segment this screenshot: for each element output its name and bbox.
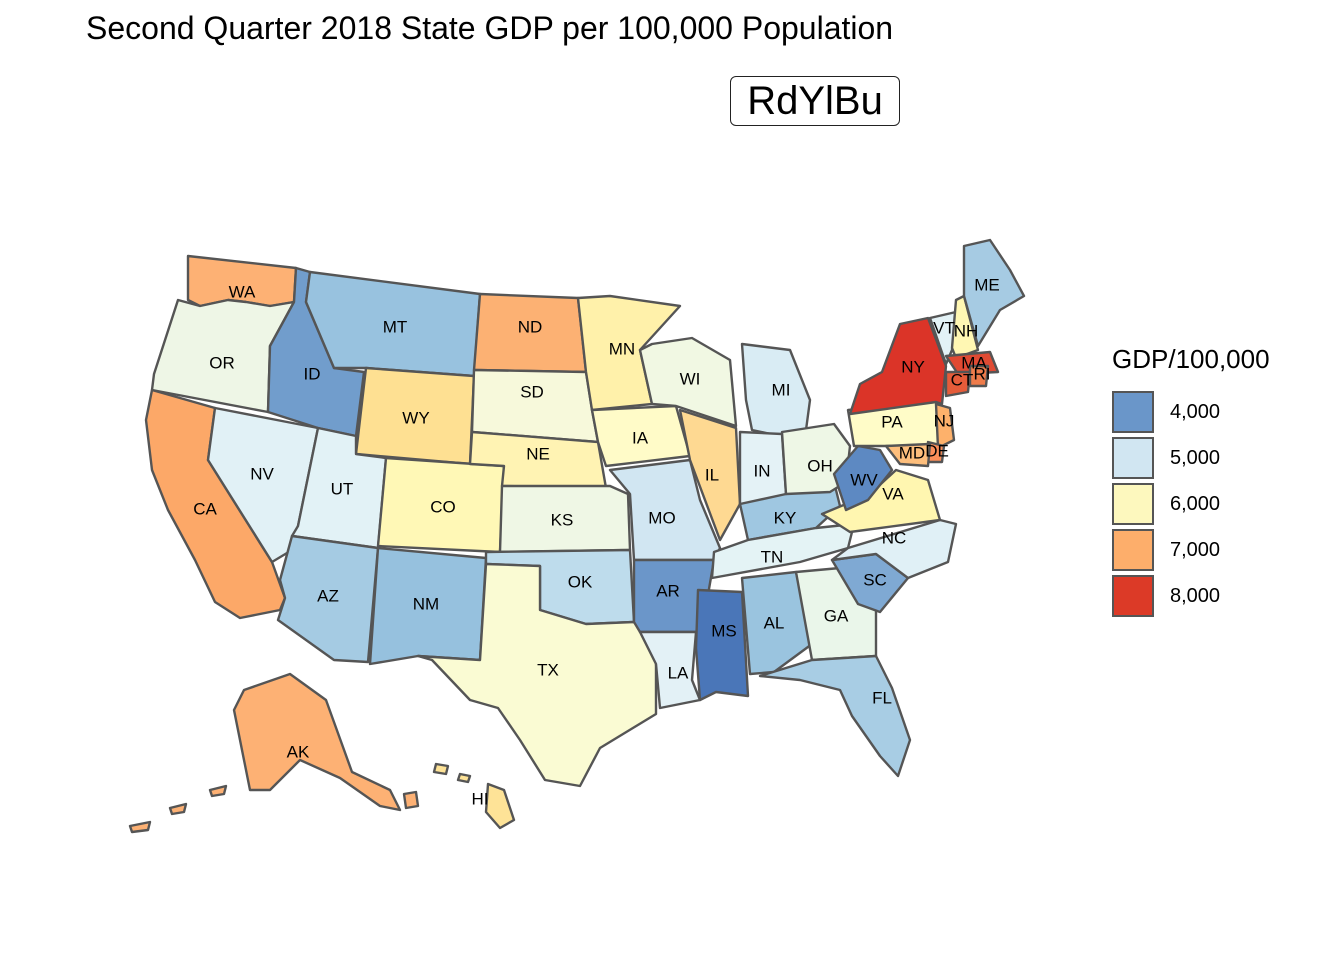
legend-item: 4,000 <box>1112 389 1270 435</box>
state-hi <box>484 782 516 830</box>
state-label-ms: MS <box>711 622 737 641</box>
state-ak <box>232 672 402 812</box>
legend: GDP/100,000 4,000 5,000 6,000 7,000 8,00… <box>1112 344 1270 619</box>
state-label-co: CO <box>430 498 456 517</box>
island-hi <box>432 762 450 776</box>
state-label-il: IL <box>705 466 719 485</box>
state-sd <box>470 368 600 444</box>
state-label-nm: NM <box>413 595 439 614</box>
state-label-va: VA <box>882 485 904 504</box>
state-label-mi: MI <box>772 381 791 400</box>
legend-label: 4,000 <box>1170 400 1221 423</box>
state-nc <box>830 518 958 580</box>
state-label-ca: CA <box>193 500 217 519</box>
island-ak <box>208 784 228 798</box>
state-label-mn: MN <box>609 340 635 359</box>
state-label-ny: NY <box>901 358 925 377</box>
state-label-sc: SC <box>863 571 887 590</box>
state-ri <box>968 364 990 388</box>
state-label-ut: UT <box>331 480 354 499</box>
state-label-ak: AK <box>287 743 310 762</box>
island-ak <box>402 790 420 810</box>
state-label-pa: PA <box>881 413 903 432</box>
legend-swatch <box>1112 529 1154 571</box>
state-label-ky: KY <box>774 509 797 528</box>
state-ia <box>590 404 692 468</box>
state-label-tn: TN <box>761 548 784 567</box>
state-ms <box>694 588 750 702</box>
state-label-wy: WY <box>402 409 429 428</box>
state-label-me: ME <box>974 276 1000 295</box>
legend-label: 6,000 <box>1170 492 1221 515</box>
palette-label: RdYlBu <box>730 76 900 126</box>
state-label-nj: NJ <box>934 412 955 431</box>
state-label-wi: WI <box>680 370 701 389</box>
legend-title: GDP/100,000 <box>1112 344 1270 374</box>
state-label-fl: FL <box>872 689 892 708</box>
legend-swatch <box>1112 575 1154 617</box>
state-label-la: LA <box>668 664 689 683</box>
state-label-mt: MT <box>383 318 408 337</box>
state-label-nh: NH <box>954 322 979 341</box>
state-label-ri: RI <box>974 365 991 384</box>
state-label-sd: SD <box>520 383 544 402</box>
state-md <box>884 442 932 468</box>
state-label-al: AL <box>764 614 785 633</box>
legend-label: 5,000 <box>1170 446 1221 469</box>
state-label-nd: ND <box>518 318 543 337</box>
legend-item: 7,000 <box>1112 527 1270 573</box>
state-il <box>678 408 742 542</box>
state-label-wa: WA <box>229 283 256 302</box>
state-label-ar: AR <box>656 582 680 601</box>
state-label-nc: NC <box>882 529 907 548</box>
legend-item: 5,000 <box>1112 435 1270 481</box>
island-ak <box>168 802 188 816</box>
state-label-nv: NV <box>250 465 274 484</box>
state-label-ga: GA <box>824 607 849 626</box>
state-label-md: MD <box>899 444 925 463</box>
legend-item: 8,000 <box>1112 573 1270 619</box>
legend-label: 7,000 <box>1170 538 1221 561</box>
legend-label: 8,000 <box>1170 584 1221 607</box>
island-hi <box>456 772 472 784</box>
state-label-vt: VT <box>933 319 955 338</box>
legend-swatch <box>1112 483 1154 525</box>
state-label-wv: WV <box>850 471 878 490</box>
state-label-or: OR <box>209 354 235 373</box>
state-ks <box>498 484 632 554</box>
island-ak <box>128 820 152 834</box>
state-label-ne: NE <box>526 445 550 464</box>
legend-swatch <box>1112 391 1154 433</box>
state-al <box>740 570 814 676</box>
state-label-ct: CT <box>951 371 974 390</box>
state-label-ia: IA <box>632 429 649 448</box>
chart-title: Second Quarter 2018 State GDP per 100,00… <box>86 10 894 46</box>
legend-item: 6,000 <box>1112 481 1270 527</box>
state-label-ok: OK <box>568 573 593 592</box>
state-label-id: ID <box>304 365 321 384</box>
state-fl <box>758 654 912 778</box>
state-label-az: AZ <box>317 587 339 606</box>
state-tn <box>710 522 856 580</box>
state-label-in: IN <box>754 462 771 481</box>
state-label-ma: MA <box>961 354 987 373</box>
state-label-hi: HI <box>472 790 489 809</box>
state-label-mo: MO <box>648 509 675 528</box>
state-tx <box>416 562 658 788</box>
state-me <box>962 238 1026 348</box>
state-ny <box>848 316 948 416</box>
state-wi <box>638 336 738 428</box>
state-nj <box>934 402 956 450</box>
state-label-ks: KS <box>551 511 574 530</box>
state-ct <box>944 370 972 398</box>
state-label-oh: OH <box>807 457 833 476</box>
state-label-tx: TX <box>537 661 559 680</box>
state-label-de: DE <box>925 442 949 461</box>
legend-swatch <box>1112 437 1154 479</box>
